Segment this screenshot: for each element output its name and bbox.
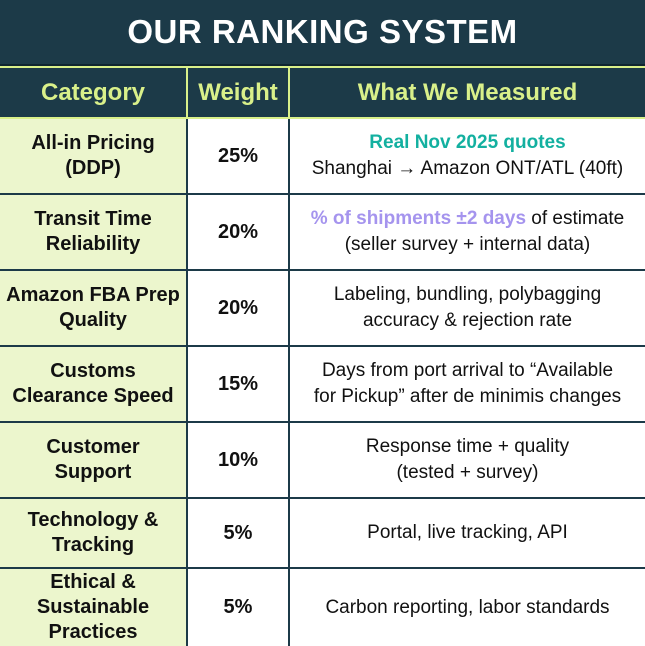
description-line: Shanghai → Amazon ONT/ATL (40ft)	[311, 158, 624, 179]
description-line: accuracy & rejection rate	[362, 310, 573, 331]
row-weight: 25%	[188, 119, 290, 195]
description-line: % of shipments ±2 days of estimate	[311, 206, 624, 232]
row-category: Amazon FBA Prep Quality	[0, 271, 188, 347]
column-header-category: Category	[0, 66, 188, 119]
row-category: Transit Time Reliability	[0, 195, 188, 271]
row-description: % of shipments ±2 days of estimate (sell…	[290, 195, 645, 271]
row-weight: 5%	[188, 499, 290, 569]
column-header-weight: Weight	[188, 66, 290, 119]
ranking-table: Category Weight What We Measured All-in …	[0, 66, 645, 646]
description-line: Carbon reporting, labor standards	[325, 596, 610, 618]
description-highlight: Real Nov 2025 quotes	[369, 132, 566, 154]
row-weight: 15%	[188, 347, 290, 423]
row-description: Response time + quality (tested + survey…	[290, 423, 645, 499]
row-weight: 20%	[188, 195, 290, 271]
row-category: Customer Support	[0, 423, 188, 499]
description-line: (seller survey + internal data)	[344, 234, 591, 255]
row-category: All-in Pricing (DDP)	[0, 119, 188, 195]
row-description: Real Nov 2025 quotes Shanghai → Amazon O…	[290, 119, 645, 195]
description-line: Portal, live tracking, API	[367, 522, 568, 544]
description-line: (tested + survey)	[396, 462, 539, 483]
column-header-measured: What We Measured	[290, 66, 645, 119]
page-title: OUR RANKING SYSTEM	[0, 0, 645, 66]
row-category: Customs Clearance Speed	[0, 347, 188, 423]
row-description: Days from port arrival to “Available for…	[290, 347, 645, 423]
row-description: Carbon reporting, labor standards	[290, 569, 645, 646]
description-rest: of estimate	[526, 208, 625, 230]
row-category: Ethical & Sustainable Practices	[0, 569, 188, 646]
description-line: for Pickup” after de minimis changes	[313, 386, 622, 407]
row-weight: 5%	[188, 569, 290, 646]
description-line: Labeling, bundling, polybagging	[333, 284, 602, 306]
row-weight: 20%	[188, 271, 290, 347]
row-category: Technology & Tracking	[0, 499, 188, 569]
description-line: Response time + quality	[365, 436, 570, 458]
description-highlight: % of shipments ±2 days	[310, 208, 527, 230]
row-weight: 10%	[188, 423, 290, 499]
description-line: Days from port arrival to “Available	[321, 360, 614, 382]
row-description: Labeling, bundling, polybagging accuracy…	[290, 271, 645, 347]
row-description: Portal, live tracking, API	[290, 499, 645, 569]
